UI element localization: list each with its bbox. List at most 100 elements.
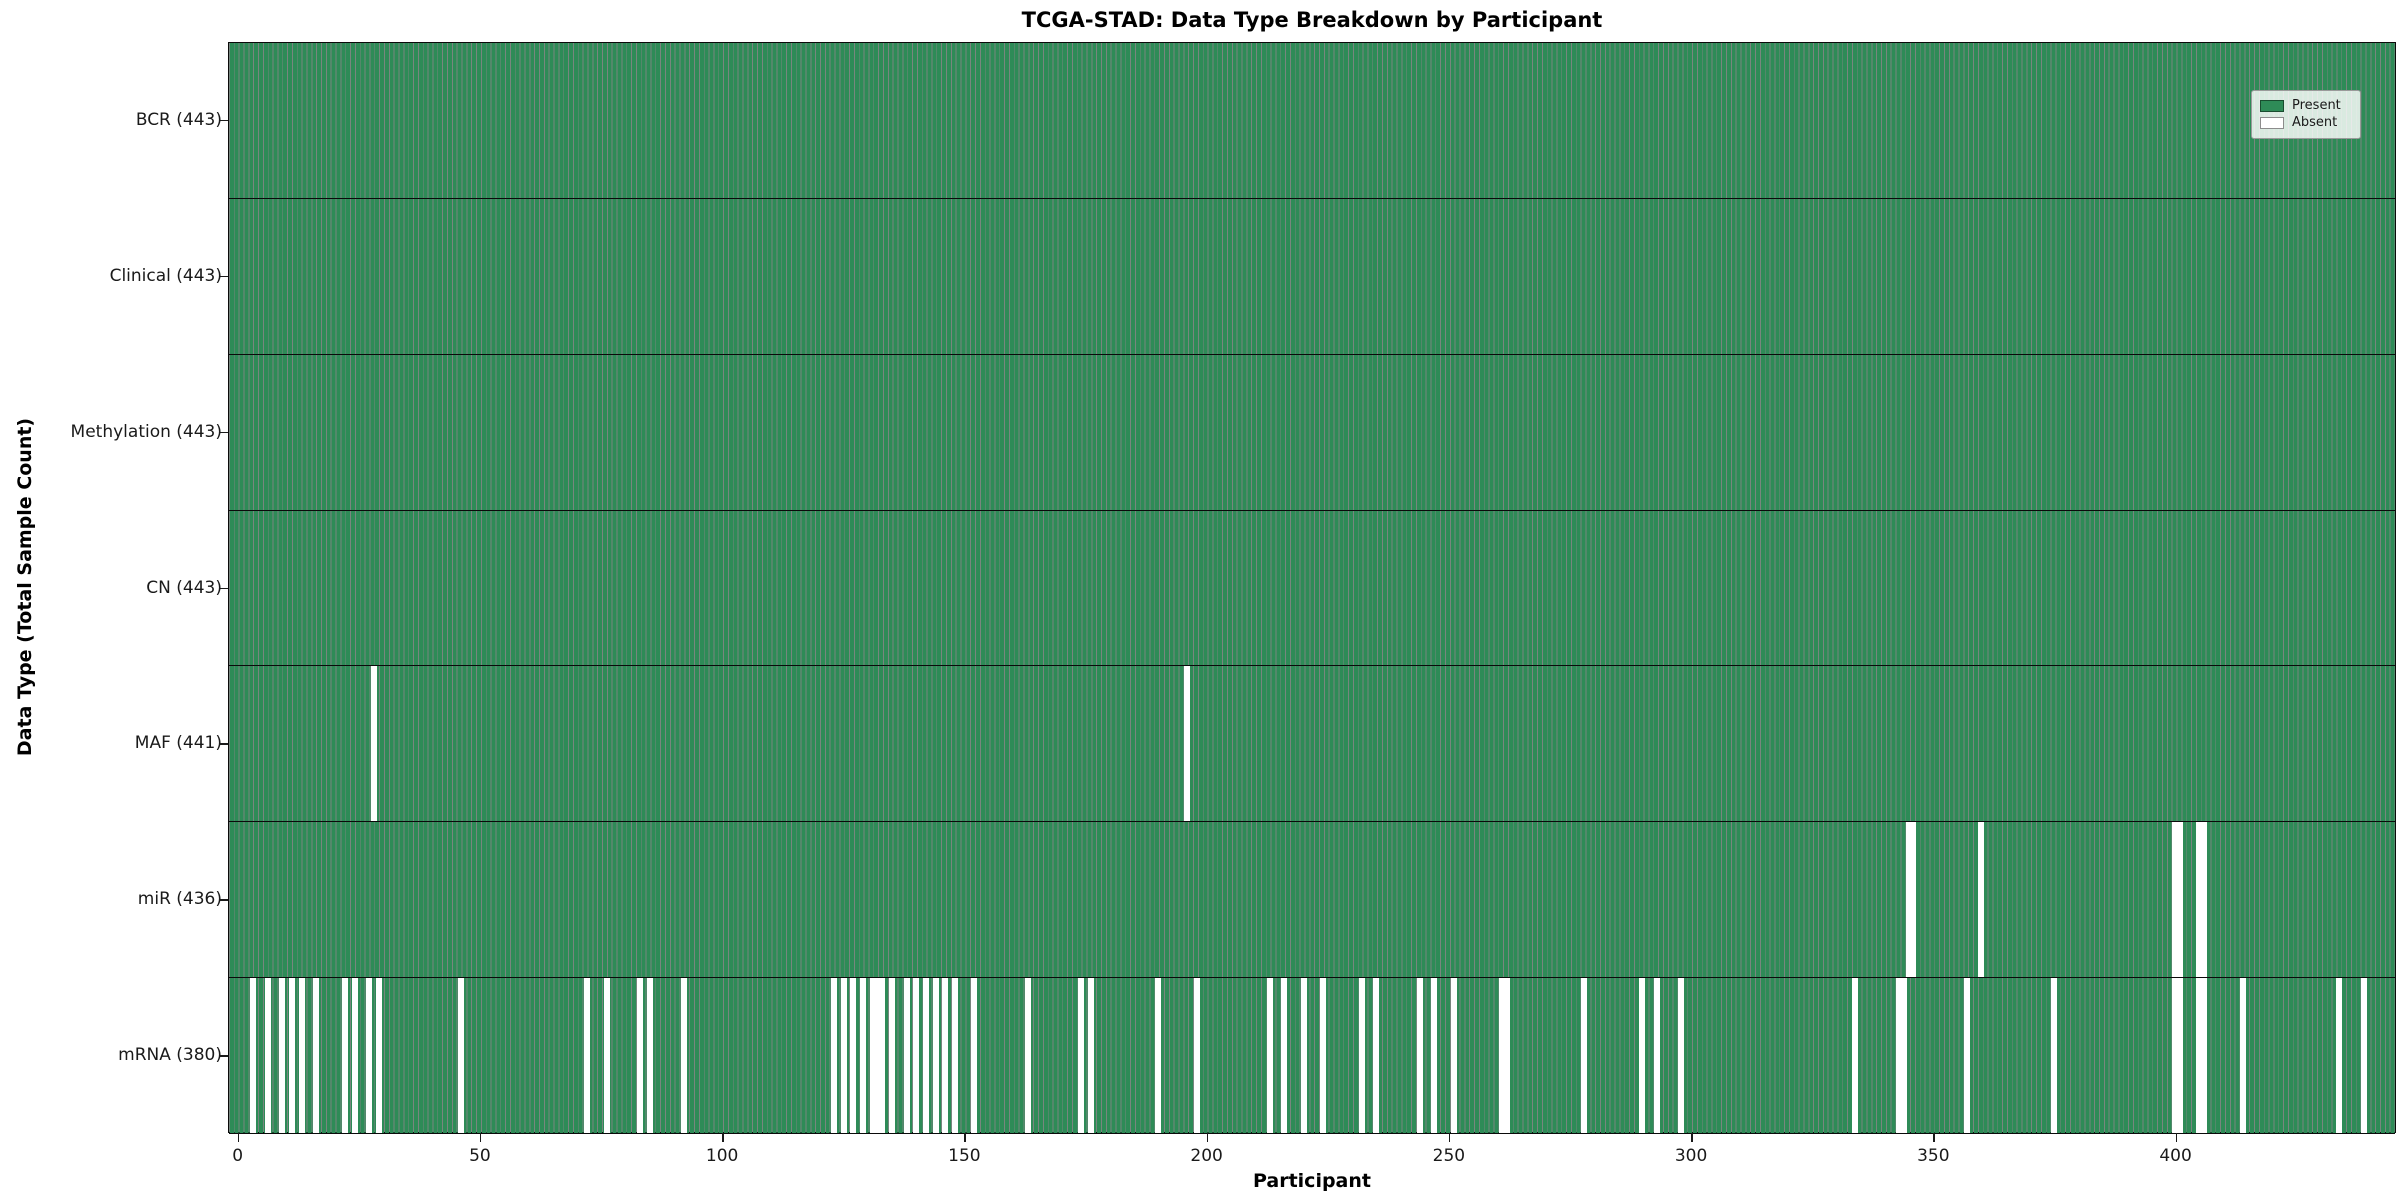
- absent-gap: [2360, 978, 2367, 1133]
- absent-gap: [1852, 978, 1859, 1133]
- absent-gap: [1281, 978, 1288, 1133]
- absent-gap: [250, 978, 257, 1133]
- absent-gap: [584, 978, 591, 1133]
- ytick-mark: [220, 275, 228, 278]
- row-BCR: [229, 43, 2395, 199]
- ytick-mark: [220, 899, 228, 901]
- ytick-label-miR: miR (436): [137, 889, 222, 910]
- absent-gap: [1450, 978, 1457, 1133]
- ytick-label-mRNA: mRNA (380): [118, 1045, 222, 1066]
- absent-gap: [2050, 978, 2057, 1133]
- ytick-label-MAF: MAF (441): [134, 733, 222, 754]
- absent-gap: [1373, 978, 1380, 1133]
- absent-gap: [647, 978, 654, 1133]
- ytick-label-Methylation: Methylation (443): [70, 421, 222, 442]
- absent-gap: [376, 978, 383, 1133]
- row-mRNA: [229, 978, 2395, 1134]
- xtick-mark: [1448, 1133, 1451, 1142]
- absent-gap: [831, 978, 838, 1133]
- absent-gap: [2336, 978, 2343, 1133]
- legend: Present Absent: [2251, 90, 2361, 139]
- absent-gap: [840, 978, 847, 1133]
- legend-label-present: Present: [2292, 98, 2341, 113]
- absent-gap: [850, 978, 857, 1133]
- absent-gap: [351, 978, 358, 1133]
- row-miR: [229, 822, 2395, 979]
- xtick-label-200: 200: [1190, 1146, 1223, 1166]
- absent-gap: [279, 978, 286, 1133]
- absent-gap: [1300, 978, 1307, 1133]
- xtick-mark: [237, 1133, 240, 1142]
- xtick-label-350: 350: [1917, 1146, 1950, 1166]
- xtick-mark: [1691, 1133, 1693, 1142]
- absent-gap: [1266, 978, 1273, 1133]
- absent-gap: [1978, 822, 1985, 978]
- absent-gap: [903, 978, 910, 1133]
- y-axis-label: Data Type (Total Sample Count): [14, 417, 36, 757]
- absent-gap: [922, 978, 929, 1133]
- absent-gap: [458, 978, 465, 1133]
- absent-gap: [1900, 978, 1907, 1133]
- absent-gap: [1184, 666, 1191, 822]
- absent-gap: [2239, 978, 2246, 1133]
- absent-gap: [860, 978, 867, 1133]
- absent-gap: [1498, 978, 1505, 1133]
- legend-entry-absent: Absent: [2260, 116, 2352, 130]
- x-axis-label: Participant: [1252, 1170, 1371, 1192]
- absent-gap: [1895, 978, 1902, 1133]
- absent-gap: [1194, 978, 1201, 1133]
- absent-gap: [913, 978, 920, 1133]
- absent-gap: [1910, 822, 1917, 978]
- absent-gap: [1639, 978, 1646, 1133]
- absent-gap: [264, 978, 271, 1133]
- xtick-mark: [479, 1133, 482, 1142]
- xtick-label-300: 300: [1674, 1146, 1708, 1166]
- ytick-mark: [220, 743, 228, 745]
- absent-gap: [298, 978, 305, 1133]
- xtick-mark: [722, 1133, 724, 1142]
- ytick-label-Clinical: Clinical (443): [109, 265, 222, 286]
- plot-area: Present Absent: [228, 42, 2396, 1134]
- xtick-label-0: 0: [232, 1146, 244, 1166]
- absent-gap: [2200, 978, 2207, 1133]
- absent-gap: [874, 978, 881, 1133]
- absent-gap: [2176, 978, 2183, 1133]
- row-Methylation: [229, 354, 2395, 511]
- absent-gap: [879, 978, 886, 1133]
- xtick-label-250: 250: [1432, 1146, 1466, 1166]
- absent-gap: [1155, 978, 1162, 1133]
- absent-gap: [1581, 978, 1588, 1133]
- absent-gap: [971, 978, 978, 1133]
- absent-gap: [1087, 978, 1094, 1133]
- absent-gap: [2171, 978, 2178, 1133]
- absent-gap: [2195, 822, 2202, 978]
- absent-swatch: [2260, 117, 2284, 129]
- absent-gap: [603, 978, 610, 1133]
- absent-gap: [1077, 978, 1084, 1133]
- ytick-mark: [220, 587, 228, 589]
- absent-gap: [2176, 822, 2183, 978]
- absent-gap: [1416, 978, 1423, 1133]
- absent-gap: [1358, 978, 1365, 1133]
- absent-gap: [1678, 978, 1685, 1133]
- chart-title: TCGA-STAD: Data Type Breakdown by Partic…: [1021, 8, 1603, 32]
- absent-gap: [342, 978, 349, 1133]
- absent-gap: [2171, 822, 2178, 978]
- row-Clinical: [229, 198, 2395, 355]
- legend-entry-present: Present: [2260, 99, 2352, 113]
- ytick-mark: [220, 1055, 228, 1057]
- absent-gap: [313, 978, 320, 1133]
- absent-gap: [366, 978, 373, 1133]
- absent-gap: [1653, 978, 1660, 1133]
- absent-gap: [1024, 978, 1031, 1133]
- absent-gap: [952, 978, 959, 1133]
- absent-gap: [2195, 978, 2202, 1133]
- xtick-mark: [1206, 1133, 1209, 1142]
- row-MAF: [229, 666, 2395, 823]
- row-CN: [229, 510, 2395, 667]
- xtick-mark: [1933, 1133, 1935, 1142]
- absent-gap: [371, 666, 378, 822]
- ytick-mark: [220, 431, 228, 434]
- xtick-mark: [2175, 1133, 2178, 1142]
